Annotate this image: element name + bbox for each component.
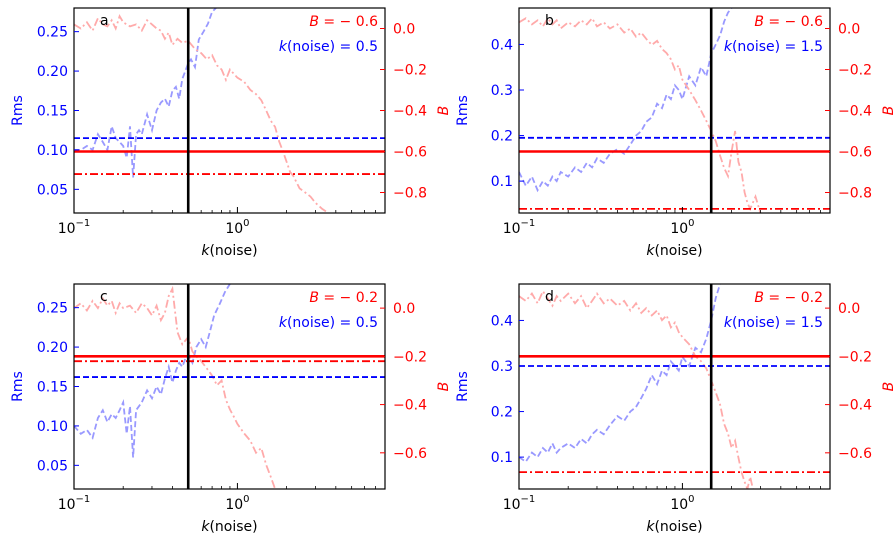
- k-noise-annotation: k(noise) = 1.5: [724, 315, 823, 331]
- panel-c: 0.05 0.10 0.15 0.20 0.25 0.0 −0.2 −0.4 −0.6 10−1 1…: [10, 283, 452, 535]
- y-right-tick-label: −0.6: [838, 446, 872, 462]
- k-noise-annotation: k(noise) = 0.5: [279, 315, 378, 331]
- k-noise-annotation: k(noise) = 1.5: [724, 39, 823, 55]
- y-left-tick-label: 0.25: [37, 301, 68, 317]
- x-tick-label: 10−1: [58, 218, 91, 237]
- b-value-annotation: B = − 0.2: [309, 290, 378, 306]
- y-right-axis-label: B: [881, 382, 895, 392]
- x-tick-label: 10−1: [58, 494, 91, 513]
- y-right-tick-label: −0.8: [838, 186, 872, 202]
- y-right-tick-label: −0.4: [393, 104, 427, 120]
- y-left-axis-label: Rms: [10, 95, 26, 126]
- y-left-tick-label: 0.20: [37, 340, 68, 356]
- plot-area: [74, 284, 385, 489]
- b-curve: [74, 285, 276, 489]
- x-tick-label: 100: [670, 218, 694, 237]
- rms-curve: [74, 8, 217, 178]
- y-right-axis-label: B: [436, 382, 452, 392]
- y-right-tick-label: −0.2: [838, 349, 872, 365]
- y-right-tick-label: 0.0: [393, 22, 415, 38]
- panel-letter: d: [545, 289, 554, 305]
- y-left-tick-label: 0.2: [491, 405, 513, 421]
- x-axis-label: k(noise): [201, 243, 257, 259]
- y-right-axis-label: B: [881, 106, 895, 116]
- y-left-tick-label: 0.15: [37, 104, 68, 120]
- y-left-tick-label: 0.1: [491, 174, 513, 190]
- x-tick-label: 10−1: [503, 218, 536, 237]
- plot-area: [519, 284, 830, 489]
- y-left-tick-label: 0.3: [491, 83, 513, 99]
- y-right-tick-label: −0.8: [393, 186, 427, 202]
- y-right-tick-label: −0.2: [393, 63, 427, 79]
- panel-a: 0.05 0.10 0.15 0.20 0.25 0.0 −0.2 −0.4 −0.6 −0.8 1…: [10, 7, 452, 259]
- y-right-tick-label: −0.6: [838, 145, 872, 161]
- y-left-tick-label: 0.1: [491, 450, 513, 466]
- plot-area: [74, 8, 385, 213]
- y-left-tick-label: 0.4: [491, 313, 513, 329]
- plot-area: [519, 8, 830, 213]
- x-tick-label: 10−1: [503, 494, 536, 513]
- y-left-tick-label: 0.20: [37, 64, 68, 80]
- panel-letter: c: [100, 289, 108, 305]
- y-right-tick-label: −0.4: [838, 398, 872, 414]
- b-value-annotation: B = − 0.2: [754, 290, 823, 306]
- b-curve: [519, 289, 754, 489]
- y-left-tick-label: 0.05: [37, 458, 68, 474]
- y-left-tick-label: 0.4: [491, 37, 513, 53]
- y-right-tick-label: 0.0: [838, 301, 860, 317]
- x-tick-label: 100: [225, 218, 249, 237]
- y-left-axis-label: Rms: [10, 371, 26, 402]
- y-right-tick-label: −0.4: [393, 398, 427, 414]
- y-left-tick-label: 0.2: [491, 129, 513, 145]
- y-left-axis-label: Rms: [455, 95, 471, 126]
- x-tick-label: 100: [225, 494, 249, 513]
- y-left-axis-label: Rms: [455, 371, 471, 402]
- y-left-tick-label: 0.3: [491, 359, 513, 375]
- x-tick-label: 100: [670, 494, 694, 513]
- y-left-tick-label: 0.05: [37, 182, 68, 198]
- y-left-tick-label: 0.25: [37, 25, 68, 41]
- x-axis-label: k(noise): [201, 519, 257, 535]
- panel-letter: b: [545, 13, 554, 29]
- b-value-annotation: B = − 0.6: [754, 14, 823, 30]
- y-left-tick-label: 0.15: [37, 380, 68, 396]
- axes-frame: [518, 283, 831, 490]
- y-left-tick-label: 0.10: [37, 143, 68, 159]
- y-left-tick-label: 0.10: [37, 419, 68, 435]
- rms-curve: [74, 284, 231, 458]
- y-right-tick-label: −0.2: [838, 63, 872, 79]
- y-right-tick-label: −0.6: [393, 145, 427, 161]
- y-right-tick-label: −0.2: [393, 349, 427, 365]
- panel-b: 0.1 0.2 0.3 0.4 0.0 −0.2 −0.4 −0.6 −0.8 10−1 100 k(…: [455, 7, 895, 259]
- k-noise-annotation: k(noise) = 0.5: [279, 39, 378, 55]
- x-axis-label: k(noise): [646, 519, 702, 535]
- x-axis-label: k(noise): [646, 243, 702, 259]
- panel-d: 0.1 0.2 0.3 0.4 0.0 −0.2 −0.4 −0.6 10−1 100 k(nois…: [455, 283, 895, 535]
- b-value-annotation: B = − 0.6: [309, 14, 378, 30]
- y-right-tick-label: −0.4: [838, 104, 872, 120]
- y-right-tick-label: −0.6: [393, 446, 427, 462]
- rms-curve: [519, 8, 733, 193]
- panel-letter: a: [100, 13, 109, 29]
- y-right-axis-label: B: [436, 106, 452, 116]
- y-right-tick-label: 0.0: [393, 301, 415, 317]
- y-right-tick-label: 0.0: [838, 22, 860, 38]
- b-curve: [74, 14, 329, 213]
- rms-curve: [519, 284, 721, 463]
